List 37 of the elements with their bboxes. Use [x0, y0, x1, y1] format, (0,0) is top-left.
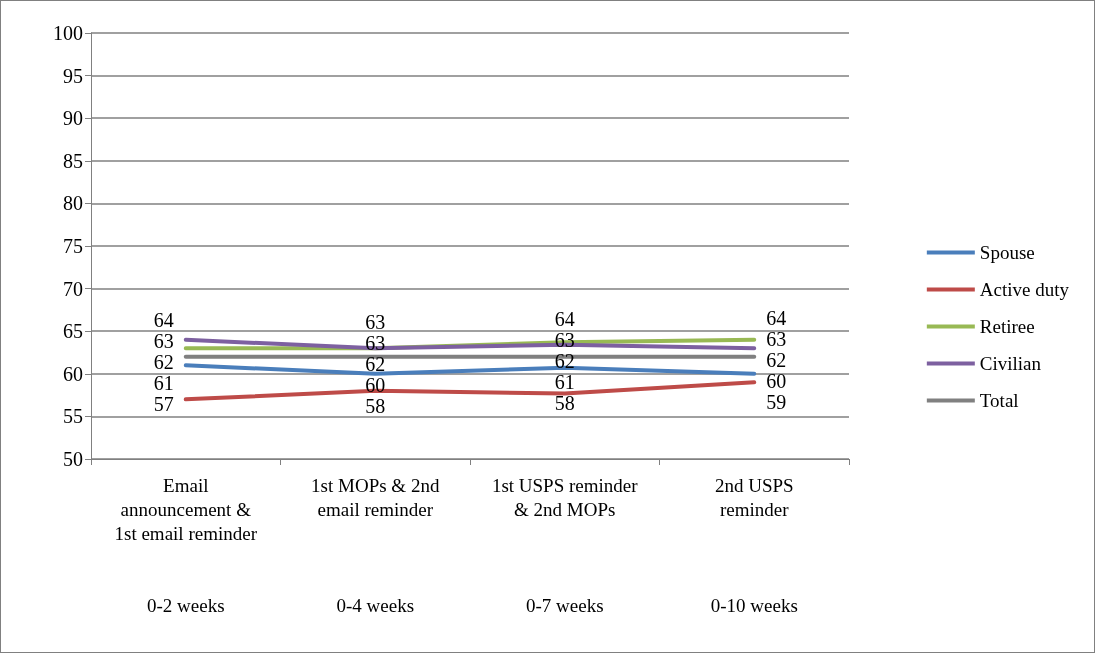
data-label: 64: [153, 308, 174, 331]
data-label: 59: [766, 391, 787, 414]
y-tick-label: 100: [53, 22, 83, 44]
y-tick-label: 85: [63, 149, 83, 172]
data-label: 61: [153, 371, 174, 394]
y-tick-label: 50: [63, 448, 83, 470]
data-label: 64: [766, 307, 787, 330]
y-tick-label: 75: [63, 235, 83, 257]
legend-label: Spouse: [979, 242, 1035, 263]
category-label: 2nd USPS reminder 0-10 weeks: [710, 474, 798, 616]
data-label: 60: [766, 370, 787, 393]
category-label: 1st USPS reminder & 2nd MOPs 0-7 weeks: [491, 474, 638, 616]
y-tick-label: 95: [63, 64, 83, 87]
category-label: Email announcement & 1st email reminder 0-2 weeks: [114, 474, 257, 616]
data-label: 63: [153, 329, 174, 352]
data-label: 62: [365, 352, 386, 375]
data-label: 62: [153, 350, 174, 373]
data-label: 58: [554, 392, 575, 415]
data-label: 57: [153, 392, 174, 415]
y-tick-label: 90: [63, 107, 83, 130]
legend-label: Total: [979, 390, 1019, 411]
legend-label: Civilian: [979, 353, 1042, 374]
category-label: 1st MOPs & 2nd email reminder 0-4 weeks: [311, 474, 440, 616]
data-label: 58: [365, 394, 386, 417]
y-tick-label: 55: [63, 405, 83, 428]
data-label: 64: [554, 308, 575, 331]
y-tick-label: 80: [63, 192, 83, 215]
data-label: 61: [554, 371, 575, 394]
data-label: 63: [766, 328, 787, 351]
y-tick-label: 70: [63, 277, 83, 300]
data-label: 63: [554, 329, 575, 352]
data-label: 63: [365, 310, 386, 333]
legend-label: Active duty: [979, 279, 1070, 300]
y-tick-label: 60: [63, 362, 83, 385]
legend-label: Retiree: [979, 316, 1035, 337]
y-tick-label: 65: [63, 320, 83, 343]
data-label: 62: [766, 349, 787, 372]
